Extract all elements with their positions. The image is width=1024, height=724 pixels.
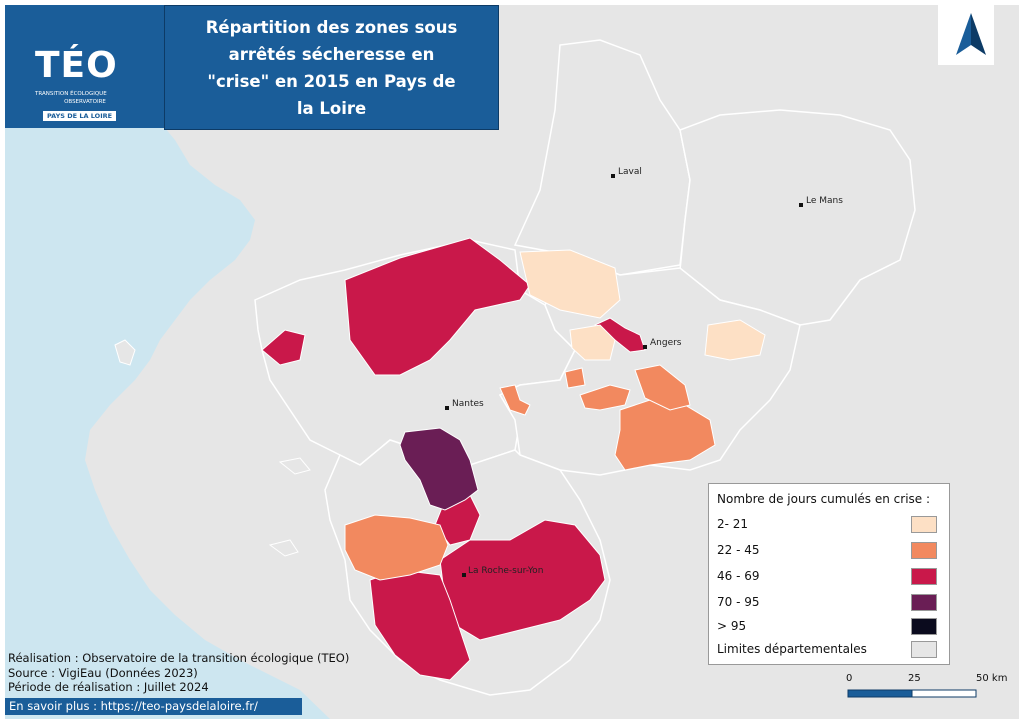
legend-row: 2- 21 (717, 516, 942, 534)
zone-angers-west (569, 324, 616, 361)
city-marker-la-roche (462, 573, 466, 577)
scale-label-0: 0 (846, 673, 853, 684)
legend-row: 46 - 69 (717, 568, 942, 586)
credits: Réalisation : Observatoire de la transit… (8, 651, 349, 695)
zone-saumur (634, 364, 691, 411)
logo-name: TÉO (35, 45, 118, 86)
city-marker-laval (611, 174, 615, 178)
credit-realisation: Réalisation : Observatoire de la transit… (8, 651, 350, 665)
legend-swatch (911, 568, 937, 585)
city-label-nantes: Nantes (452, 399, 484, 409)
legend-label: 46 - 69 (717, 569, 760, 583)
map-title: Répartition des zones sous arrêtés séche… (205, 17, 458, 118)
legend-row: 70 - 95 (717, 594, 942, 612)
legend-boundary-swatch (911, 641, 937, 658)
legend: Nombre de jours cumulés en crise : 2- 21… (708, 483, 950, 665)
zone-nantes-east (499, 384, 531, 416)
zone-brivet-estuaire (344, 237, 531, 376)
zone-angers-south (579, 384, 631, 411)
logo: TÉO TRANSITION ÉCOLOGIQUE OBSERVATOIRE P… (5, 5, 165, 128)
scale-label-50: 50 km (976, 673, 1008, 684)
legend-label: 70 - 95 (717, 595, 760, 609)
scale-bar: 0 25 50 km (838, 670, 1018, 710)
legend-boundary-label: Limites départementales (717, 642, 867, 656)
zone-sarthe-south (704, 319, 766, 361)
legend-row: 22 - 45 (717, 542, 942, 560)
title-box: Répartition des zones sous arrêtés séche… (164, 5, 499, 130)
legend-label: 2- 21 (717, 517, 749, 531)
logo-subtitle-2: OBSERVATOIRE (64, 99, 106, 105)
city-label-la-roche: La Roche-sur-Yon (468, 566, 543, 576)
legend-label: > 95 (717, 619, 747, 633)
zone-vendee-coast (369, 569, 471, 681)
island-noirmoutier (114, 339, 136, 366)
legend-title: Nombre de jours cumulés en crise : (717, 492, 931, 506)
logo-region: PAYS DE LA LOIRE (43, 111, 117, 121)
legend-label: 22 - 45 (717, 543, 760, 557)
island-ile-de-re (278, 457, 311, 475)
island-yeu (268, 539, 299, 557)
scale-bar-graphic (847, 689, 977, 698)
zone-vendee-west (344, 514, 449, 581)
legend-row: Limites départementales (717, 641, 942, 659)
credit-source: Source : VigiEau (Données 2023) (8, 665, 198, 680)
logo-subtitle-1: TRANSITION ÉCOLOGIQUE (35, 91, 107, 97)
zone-west-tip (261, 329, 306, 366)
zone-angers-north (594, 317, 646, 353)
zone-grand-lieu (399, 427, 479, 511)
region-sarthe (679, 109, 916, 326)
zone-mauges-small (564, 367, 586, 389)
city-marker-le-mans (799, 203, 803, 207)
north-arrow-icon (956, 13, 986, 55)
city-marker-nantes (445, 406, 449, 410)
more-info-link[interactable]: En savoir plus : https://teo-paysdelaloi… (5, 698, 302, 715)
city-label-le-mans: Le Mans (806, 196, 843, 206)
north-arrow (938, 5, 994, 65)
scale-label-25: 25 (908, 673, 921, 684)
legend-swatch (911, 618, 937, 635)
legend-swatch (911, 594, 937, 611)
zone-mayenne-south (519, 249, 621, 319)
city-marker-angers (643, 345, 647, 349)
legend-row: > 95 (717, 618, 942, 636)
legend-swatch (911, 542, 937, 559)
city-label-laval: Laval (618, 167, 642, 177)
legend-swatch (911, 516, 937, 533)
city-label-angers: Angers (650, 338, 682, 348)
credit-periode: Période de réalisation : Juillet 2024 (8, 680, 209, 694)
sea (5, 128, 330, 719)
